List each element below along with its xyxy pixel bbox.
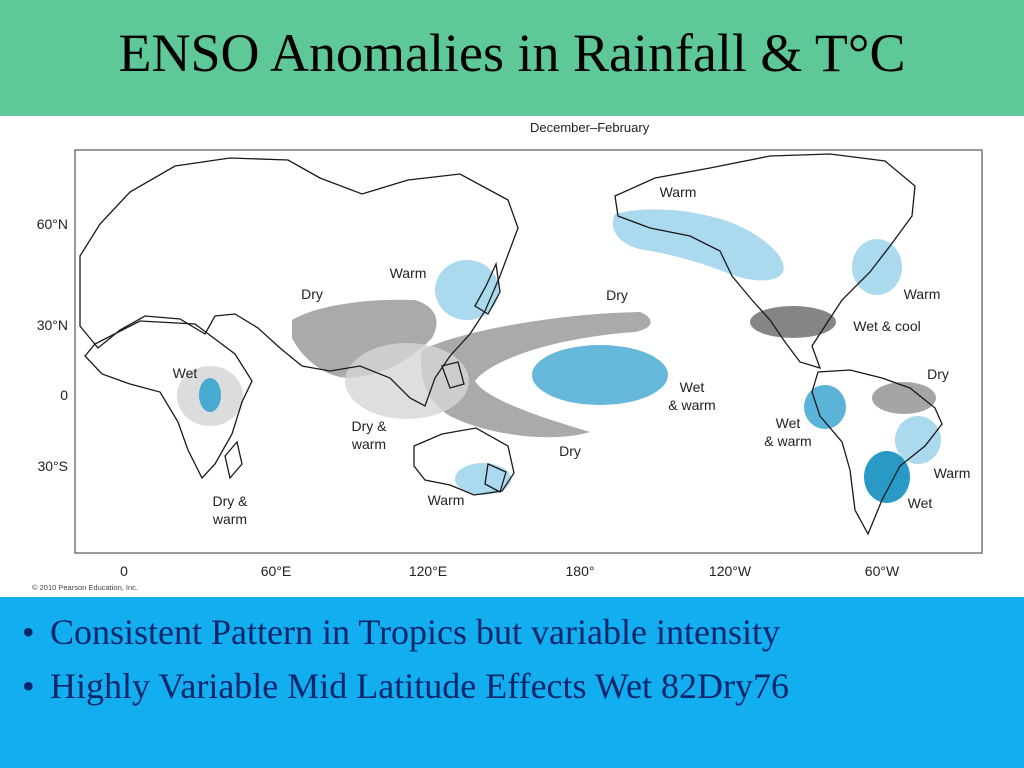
bullet-marker: • — [22, 612, 35, 652]
region-label-line: & warm — [668, 397, 715, 413]
region-label-line: Wet — [776, 415, 801, 431]
region-label-line: Dry — [606, 287, 628, 303]
region-label: Dry & warm — [212, 493, 248, 527]
region-label-line: Warm — [390, 265, 427, 281]
continent-outline — [811, 369, 943, 536]
lat-tick-label: 0 — [60, 387, 68, 403]
region-label: Wet — [173, 365, 198, 381]
lat-axis: 60°N 30°N 0 30°S — [37, 216, 68, 474]
copyright-text: © 2010 Pearson Education, Inc. — [32, 583, 138, 592]
region-label-line: & warm — [764, 433, 811, 449]
anomaly-zone — [532, 345, 668, 405]
anomaly-regions — [177, 209, 941, 503]
bullet-marker: • — [22, 666, 35, 706]
region-labels: Wet Dry & warm Warm Dry Dry Dry & warm Dry… — [173, 184, 971, 527]
lon-tick-label: 60°E — [261, 563, 292, 579]
region-label-line: Warm — [904, 286, 941, 302]
region-label: Wet & warm — [668, 379, 715, 413]
continent-outline — [79, 157, 519, 407]
map-frame — [74, 149, 983, 554]
lon-tick-label: 120°E — [409, 563, 447, 579]
continent-outline — [614, 153, 916, 369]
region-label: Dry & warm — [351, 418, 387, 452]
region-label-line: Dry — [559, 443, 581, 459]
region-label: Wet & warm — [764, 415, 811, 449]
bullet-panel — [0, 597, 1024, 768]
anomaly-zone — [199, 378, 221, 412]
region-label-line: Dry & — [213, 493, 249, 509]
map-caption: December–February — [530, 120, 650, 135]
region-label-line: Wet — [908, 495, 933, 511]
lat-tick-label: 30°N — [37, 317, 68, 333]
anomaly-zone — [750, 306, 836, 338]
continent-outline — [413, 427, 515, 496]
region-label-line: Wet & cool — [853, 318, 920, 334]
anomaly-zone — [872, 382, 936, 414]
region-label-line: Warm — [428, 492, 465, 508]
region-label: Dry — [301, 286, 323, 302]
continent-outline — [441, 361, 465, 389]
anomaly-zone — [435, 260, 499, 320]
lat-tick-label: 30°S — [37, 458, 68, 474]
lon-tick-label: 180° — [566, 563, 595, 579]
region-label-line: Wet — [173, 365, 198, 381]
region-label-line: Dry — [927, 366, 949, 382]
region-label: Warm — [904, 286, 941, 302]
region-label-line: Warm — [660, 184, 697, 200]
enso-map: December–February — [32, 120, 983, 592]
title-bar — [0, 0, 1024, 116]
lat-tick-label: 60°N — [37, 216, 68, 232]
continent-outline — [224, 440, 243, 480]
bullet-text: Consistent Pattern in Tropics but variab… — [50, 612, 780, 652]
region-label: Wet & cool — [853, 318, 920, 334]
lon-tick-label: 60°W — [865, 563, 900, 579]
region-label-line: Wet — [680, 379, 705, 395]
continent-outline — [474, 261, 501, 315]
region-label: Warm — [934, 465, 971, 481]
region-label-line: Dry — [301, 286, 323, 302]
region-label: Warm — [428, 492, 465, 508]
region-label: Warm — [390, 265, 427, 281]
region-label-line: warm — [212, 511, 247, 527]
anomaly-zone — [455, 463, 511, 495]
slide-title: ENSO Anomalies in Rainfall & T°C — [118, 23, 906, 83]
bullet-list: • Consistent Pattern in Tropics but vari… — [20, 608, 789, 716]
continent-outlines — [79, 153, 943, 536]
continent-outline — [484, 463, 507, 493]
anomaly-zone — [895, 416, 941, 464]
region-label: Wet — [908, 495, 933, 511]
lon-tick-label: 0 — [120, 563, 128, 579]
anomaly-zone — [345, 343, 469, 419]
anomaly-zone — [420, 312, 651, 438]
region-label-line: Warm — [934, 465, 971, 481]
region-label: Dry — [559, 443, 581, 459]
region-label: Warm — [660, 184, 697, 200]
anomaly-zone — [852, 239, 902, 295]
bullet-item: • Consistent Pattern in Tropics but vari… — [20, 608, 789, 662]
region-label: Dry — [927, 366, 949, 382]
region-label-line: Dry & — [352, 418, 388, 434]
region-label: Dry — [606, 287, 628, 303]
anomaly-zone — [864, 451, 910, 503]
lon-tick-label: 120°W — [709, 563, 752, 579]
bullet-item: • Highly Variable Mid Latitude Effects W… — [20, 662, 789, 716]
anomaly-zone — [804, 385, 846, 429]
bullet-text: Highly Variable Mid Latitude Effects Wet… — [50, 666, 789, 706]
continent-outline — [84, 320, 253, 480]
region-label-line: warm — [351, 436, 386, 452]
enso-map-figure: December–February — [30, 116, 992, 596]
anomaly-zone — [612, 209, 784, 281]
lon-axis: 0 60°E 120°E 180° 120°W 60°W — [120, 563, 900, 579]
